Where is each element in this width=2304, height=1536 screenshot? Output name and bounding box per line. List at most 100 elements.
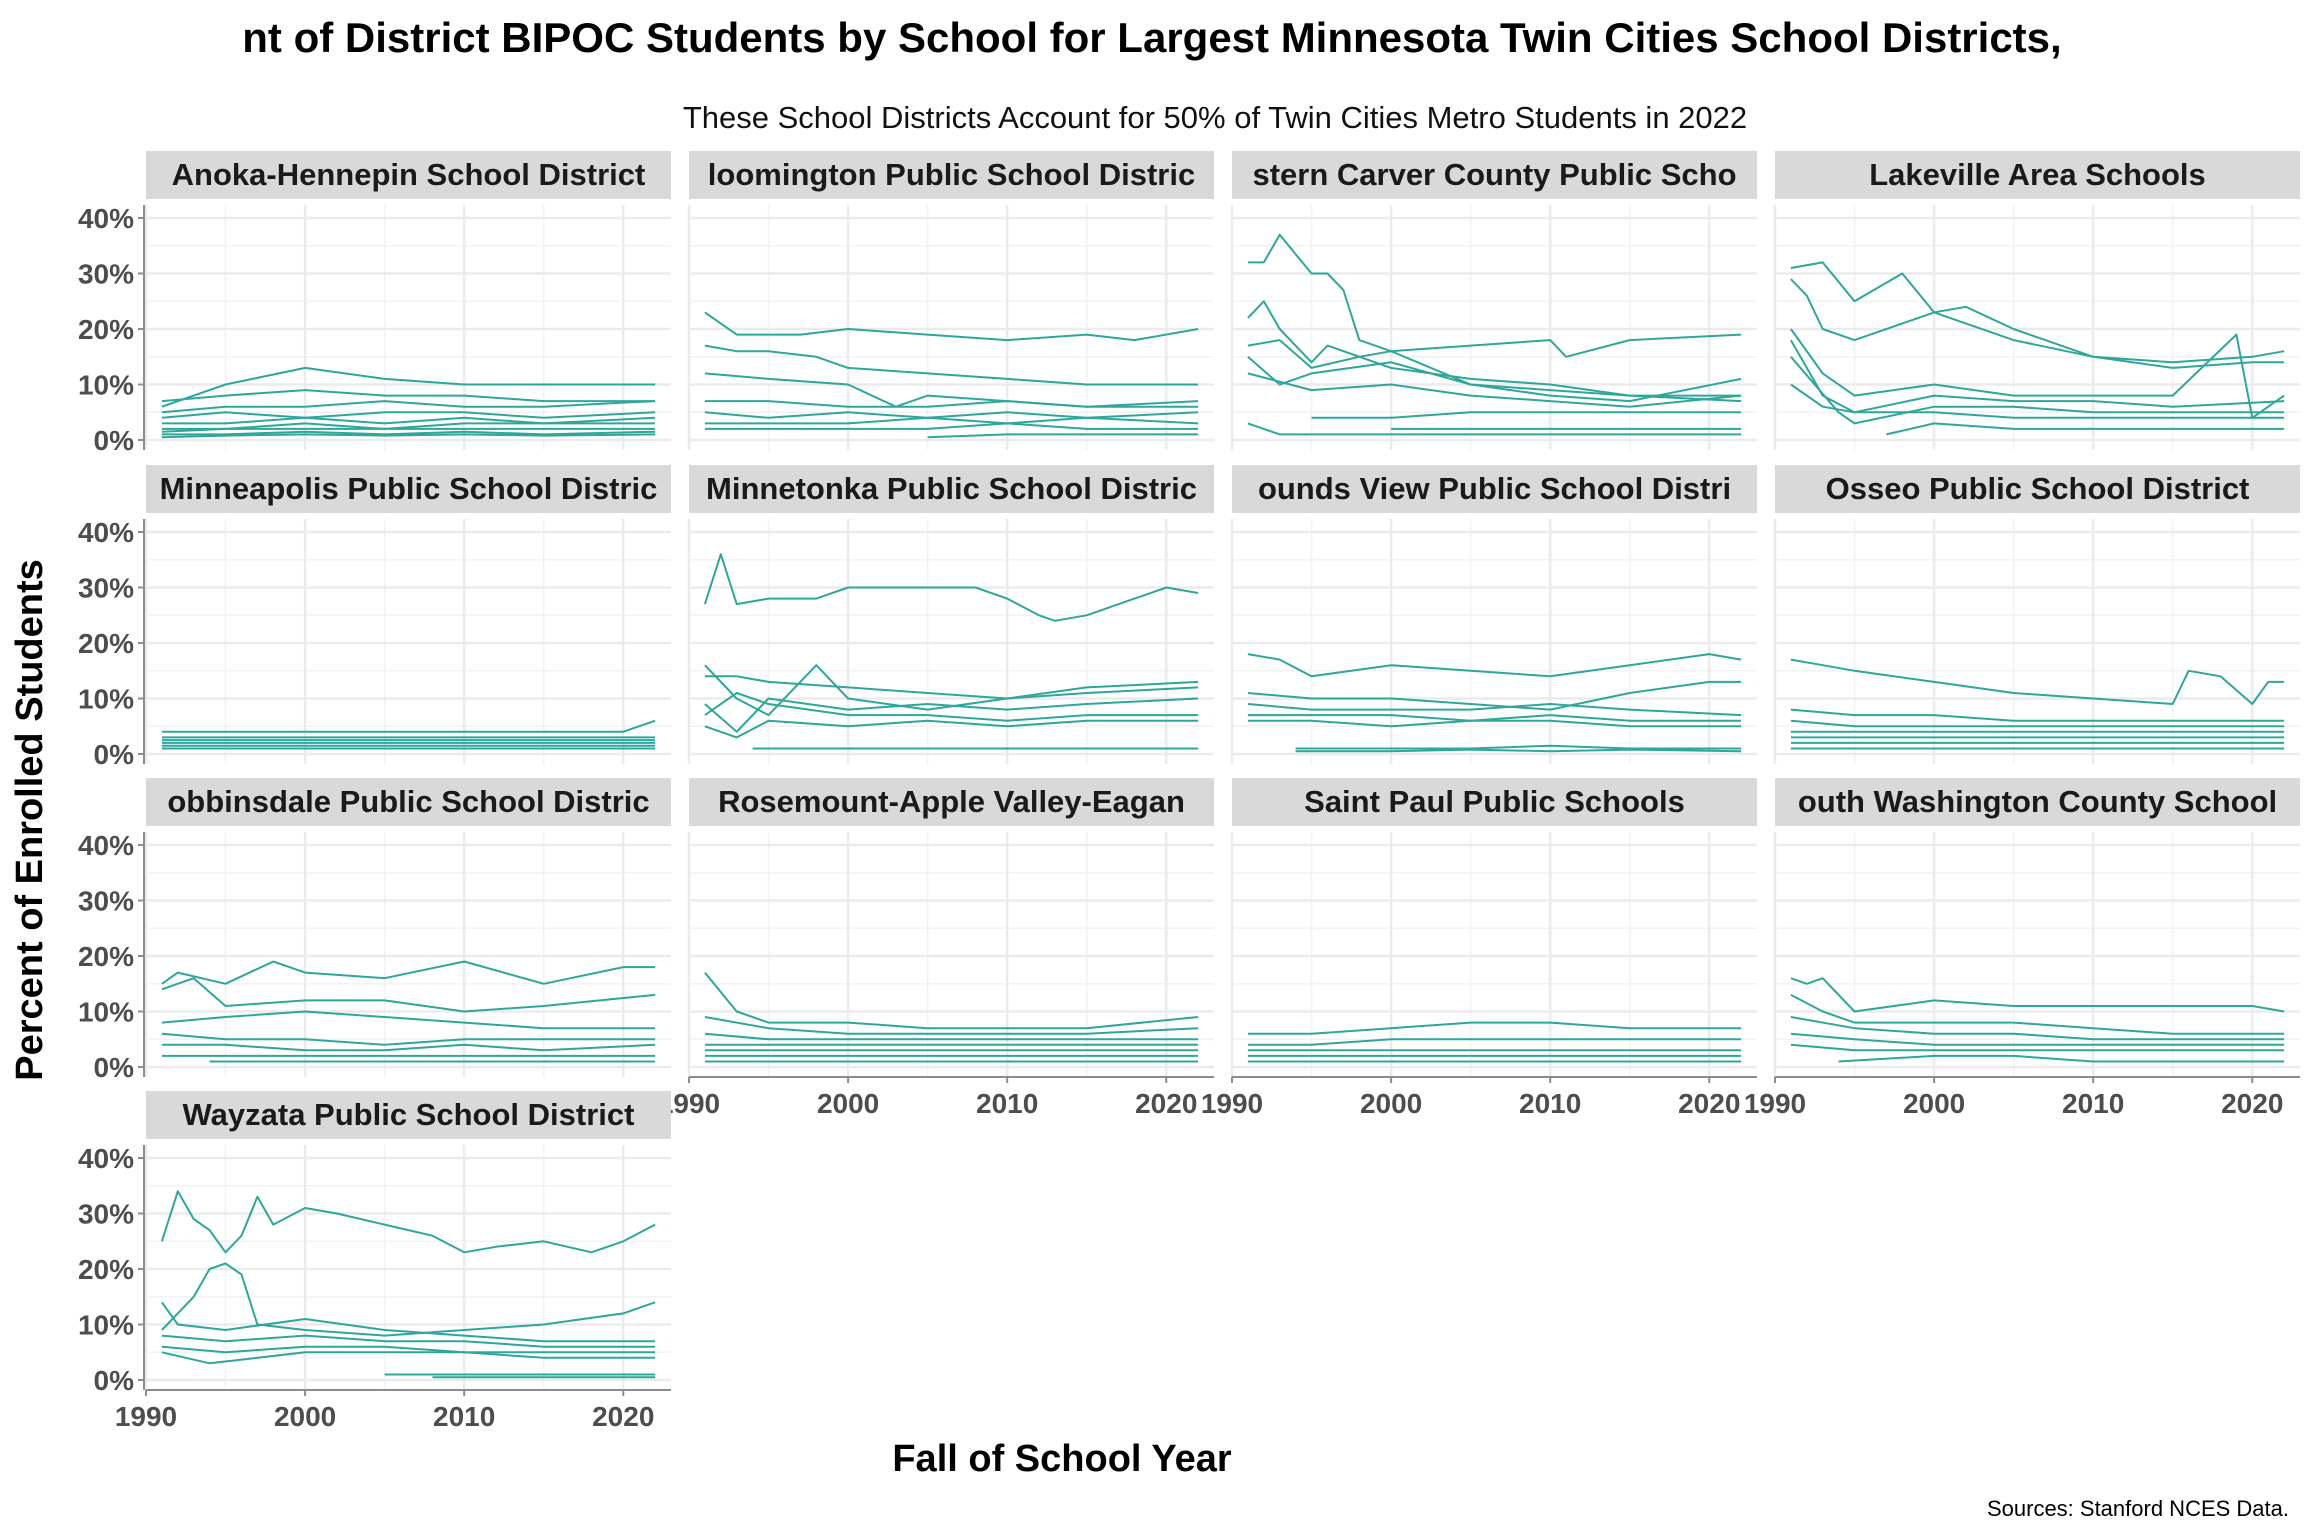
y-tick-label: 0% <box>94 1365 135 1396</box>
school-series-line <box>1247 422 1742 436</box>
y-tick-label: 0% <box>94 425 135 456</box>
y-tick-label: 40% <box>78 830 134 861</box>
school-series-line <box>161 411 656 419</box>
facet-strip-label: ounds View Public School Distri <box>1258 471 1731 506</box>
school-series-line <box>703 553 1199 622</box>
school-series-line <box>1790 383 2285 419</box>
school-series-line <box>161 1032 656 1046</box>
school-series-line <box>161 1043 656 1052</box>
school-series-line <box>161 977 656 1013</box>
facet-panel: Osseo Public School District <box>1773 465 2300 764</box>
school-series-line <box>704 971 1199 1030</box>
chart-title: nt of District BIPOC Students by School … <box>242 14 2061 61</box>
facet-panel: Saint Paul Public Schools 1990 2000 2010 202… <box>1201 778 1757 1119</box>
y-tick-label: 30% <box>78 886 134 917</box>
facet-strip <box>1232 778 1757 826</box>
school-series-line <box>1247 356 1742 403</box>
facet-strip <box>689 465 1214 513</box>
school-series-line <box>704 1032 1199 1041</box>
x-tick-label: 2010 <box>433 1401 495 1432</box>
x-tick-label: 1990 <box>115 1401 177 1432</box>
school-series-line <box>161 430 656 436</box>
y-tick-label: 30% <box>78 573 134 604</box>
school-series-line <box>1790 994 2285 1035</box>
x-tick-label: 2020 <box>1678 1088 1740 1119</box>
y-tick-label: 30% <box>78 259 134 290</box>
facet-panel: loomington Public School Distric <box>687 151 1214 450</box>
facet-strip-label: Lakeville Area Schools <box>1869 157 2206 192</box>
x-tick-label: 2010 <box>976 1088 1038 1119</box>
x-tick-label: 2000 <box>274 1401 336 1432</box>
school-series-line <box>1790 1032 2285 1046</box>
facet-strip <box>1775 151 2300 199</box>
y-tick-label: 20% <box>78 314 134 345</box>
x-axis-title: Fall of School Year <box>892 1438 1232 1480</box>
facet-strip <box>146 151 671 199</box>
facet-panel: Minneapolis Public School Distric 0% 10% 20… <box>78 465 671 770</box>
school-series-line <box>1247 703 1742 717</box>
chart-caption: Sources: Stanford NCES Data. <box>1987 1496 2289 1521</box>
school-series-line <box>704 692 1199 722</box>
school-series-line <box>704 344 1199 386</box>
facet-strip <box>146 1091 671 1139</box>
x-tick-label: 1990 <box>1744 1088 1806 1119</box>
facet-strip-label: outh Washington County School <box>1798 784 2277 819</box>
y-tick-label: 0% <box>94 1052 135 1083</box>
facet-strip <box>1775 465 2300 513</box>
school-series-line <box>1311 411 1742 419</box>
school-series-line <box>704 311 1199 342</box>
school-series-line <box>1247 300 1742 397</box>
school-series-line <box>1790 1043 2285 1052</box>
chart-subtitle: These School Districts Account for 50% o… <box>683 100 1747 135</box>
y-tick-label: 10% <box>78 684 134 715</box>
school-series-line <box>161 960 656 985</box>
school-series-line <box>704 411 1199 419</box>
facet-panel: Lakeville Area Schools <box>1773 151 2300 450</box>
facet-panel: ounds View Public School Distri <box>1230 465 1757 764</box>
facet-strip-label: Wayzata Public School District <box>183 1097 635 1132</box>
facet-panel: outh Washington County School 1990 2000 201… <box>1744 778 2300 1119</box>
y-tick-label: 20% <box>78 1254 134 1285</box>
school-series-line <box>161 1010 656 1030</box>
y-tick-label: 40% <box>78 203 134 234</box>
facet-strip-label: stern Carver County Public Scho <box>1252 157 1736 192</box>
facet-panel: Minnetonka Public School Distric <box>687 465 1214 764</box>
facet-panels: Anoka-Hennepin School District 0% 10% 20% 30… <box>78 151 2300 1432</box>
facet-strip-label: Minneapolis Public School Distric <box>160 471 658 506</box>
y-axis-title: Percent of Enrolled Students <box>9 559 51 1081</box>
y-tick-label: 40% <box>78 517 134 548</box>
facet-panel: stern Carver County Public Scho <box>1230 151 1757 450</box>
school-series-line <box>1295 748 1742 753</box>
school-series-line <box>1790 278 2285 369</box>
facet-strip <box>1775 778 2300 826</box>
facet-strip <box>146 465 671 513</box>
x-tick-label: 2020 <box>1135 1088 1197 1119</box>
x-tick-label: 1990 <box>1201 1088 1263 1119</box>
school-series-line <box>161 1262 656 1337</box>
facet-strip-label: Anoka-Hennepin School District <box>172 157 646 192</box>
x-tick-label: 2020 <box>592 1401 654 1432</box>
facet-strip-label: Minnetonka Public School Distric <box>706 471 1197 506</box>
school-series-line <box>1247 1038 1742 1046</box>
facet-strip-label: loomington Public School Distric <box>708 157 1195 192</box>
school-series-line <box>1247 233 1742 403</box>
school-series-line <box>161 433 656 439</box>
facet-panel: Anoka-Hennepin School District 0% 10% 20% 30… <box>78 151 671 456</box>
school-series-line <box>161 400 656 414</box>
school-series-line <box>704 675 1199 700</box>
school-series-line <box>1886 422 2285 436</box>
school-series-line <box>1790 328 2285 419</box>
facet-strip-label: Saint Paul Public Schools <box>1304 784 1685 819</box>
school-series-line <box>1790 261 2285 364</box>
school-series-line <box>161 1345 656 1354</box>
school-series-line <box>927 433 1199 439</box>
school-series-line <box>704 697 1199 733</box>
y-tick-label: 20% <box>78 941 134 972</box>
school-series-line <box>1247 333 1742 369</box>
school-series-line <box>160 1190 656 1254</box>
y-tick-label: 0% <box>94 739 135 770</box>
x-tick-label: 2010 <box>1519 1088 1581 1119</box>
school-series-line <box>704 664 1199 717</box>
